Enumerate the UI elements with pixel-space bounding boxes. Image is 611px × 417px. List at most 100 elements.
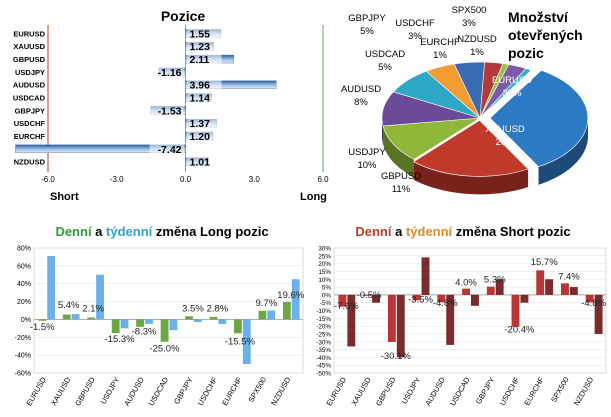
pie-value-usdcad: 5% [378,62,392,73]
short-title-part-1: a [391,224,405,239]
value-label-xauusd: 5.4% [58,300,80,311]
value-label-bg [186,28,222,39]
value-label-audusd: -8.3% [132,327,157,338]
value-label-gbpjpy: -1.53 [158,105,182,117]
pie-label-eurchf: EURCHF [420,37,460,48]
value-label-xauusd: -0.5% [357,290,382,301]
pie-slice-xauusd [412,120,529,177]
pie-label-usdcad: USDCAD [365,49,405,60]
value-label-nzdusd: 1.01 [190,157,211,169]
pie-slice-gbpusd [382,117,481,160]
value-label-xauusd: 1.23 [190,41,211,53]
bar-t-denn-usdchf [520,294,529,303]
value-label-usdchf: -20.4% [504,324,535,335]
value-label-usdchf: 1.37 [190,118,211,130]
pozice-chart: Pozice -6.0 -3.0 0.0 3.0 6.0 EURUSD 1.55 XAUUSD… [13,8,329,203]
value-label-eurchf: 15.7% [531,257,558,268]
pie-value-eurchf: 1% [433,50,447,61]
pie-label-nzdusd: NZDUSD [457,34,497,45]
bar-spx500 [15,144,186,153]
pozice-short-label: Short [50,191,79,203]
category-label-eurusd: EURUSD [24,375,48,407]
pie-label-spx500: SPX500 [452,5,487,16]
value-label-bg [186,118,222,129]
y-tick-label: 25% [318,253,331,260]
value-label-bg [149,66,185,77]
bar-denn-usdjpy [412,294,421,301]
pie-label-usdjpy: USDJPY [348,147,386,158]
y-tick-label: 0% [322,292,332,299]
bar-t-denn-nzdusd [594,294,603,334]
bar-denn-eurchf [536,270,545,295]
bar-denn-gbpusd [87,317,96,320]
value-label-eurusd: -7.6% [334,301,359,312]
pie-label-gbpjpy: GBPJPY [348,13,386,24]
bar-denn-xauusd [62,314,71,320]
pie-title-line-2: otevřených [508,27,583,43]
bar-t-denn-spx500 [267,310,276,320]
category-label-gbpjpy: GBPJPY [15,106,45,115]
value-label-bg [149,143,185,154]
bar-denn-eurusd [38,319,47,321]
bar-t-denn-gbpjpy [193,319,202,323]
category-label-nzdusd: NZDUSD [269,375,293,407]
pie-value-nzdusd: 1% [470,47,484,58]
long-chart-title: Denní a týdenní změna Long pozic [55,224,268,239]
bar-denn-eurusd [338,294,347,307]
bar-denn-usdcad [160,319,169,342]
bar-t-denn-usdjpy [120,319,129,329]
category-label-usdjpy: USDJPY [99,376,122,406]
bar-t-denn-nzdusd [291,279,300,320]
bar-t-denn-gbpusd [396,294,405,358]
bar-t-denn-eurchf [242,319,251,365]
y-tick-label: 40% [17,281,31,288]
value-label-gbpjpy: 5.3% [484,274,506,285]
category-label-audusd: AUDUSD [423,375,447,407]
y-tick-label: 30% [318,246,331,253]
short-title-part-0: Denní [355,224,392,239]
category-label-eurchf: EURCHF [220,375,244,407]
category-label-eurusd: EURUSD [13,29,45,38]
category-label-audusd: AUDUSD [13,81,46,90]
y-tick-label: 5% [322,285,332,292]
bar-denn-usdcad [462,288,470,295]
value-label-usdcad: -25.0% [149,344,180,355]
value-label-spx500: 7.4% [558,271,580,282]
category-label-xauusd: XAUUSD [349,375,373,407]
value-label-bg [186,41,222,52]
category-label-usdchf: USDCHF [14,119,46,128]
y-tick-label: 20% [318,261,331,268]
y-tick-label: 60% [17,263,31,270]
pie-title-line-3: pozic [508,45,544,61]
value-label-bg [186,54,222,65]
category-label-gbpusd: GBPUSD [374,375,398,407]
bar-t-denn-spx500 [569,287,578,295]
value-label-bg [149,105,185,116]
category-label-audusd: AUDUSD [122,375,146,407]
pie-side-xauusd [413,161,529,195]
pie-label-audusd: AUDUSD [341,84,381,95]
bar-t-denn-eurusd [347,294,356,347]
category-label-xauusd: XAUUSD [13,42,45,51]
bar-t-denn-xauusd [71,314,80,320]
value-label-usdcad: 1.14 [190,93,211,105]
y-tick-label: -20% [316,324,331,331]
category-label-usdcad: USDCAD [448,375,472,407]
bar-t-denn-usdcad [471,294,479,306]
value-label-usdcad: 4.0% [455,278,477,289]
y-tick-label: -30% [316,339,331,346]
value-label-eurusd: -1.5% [30,322,55,333]
y-tick-label: -60% [15,371,31,378]
y-tick-label: -45% [316,363,331,370]
value-label-bg [186,130,222,141]
pie-value-xauusd: 20% [495,137,515,148]
bar-denn-nzdusd [282,301,291,320]
pozice-plot-area: -6.0 -3.0 0.0 3.0 6.0 EURUSD 1.55 XAUUSD 1.23 GBP… [13,25,329,184]
long-title-part-0: Denní [55,224,92,239]
y-tick-label: 20% [17,299,31,306]
value-label-spx500: 9.7% [255,298,277,309]
pie-value-gbpusd: 11% [392,184,411,195]
y-tick-label: 15% [318,269,331,276]
value-label-audusd: 3.96 [190,80,211,92]
category-label-spx500: SPX500 [246,376,268,404]
